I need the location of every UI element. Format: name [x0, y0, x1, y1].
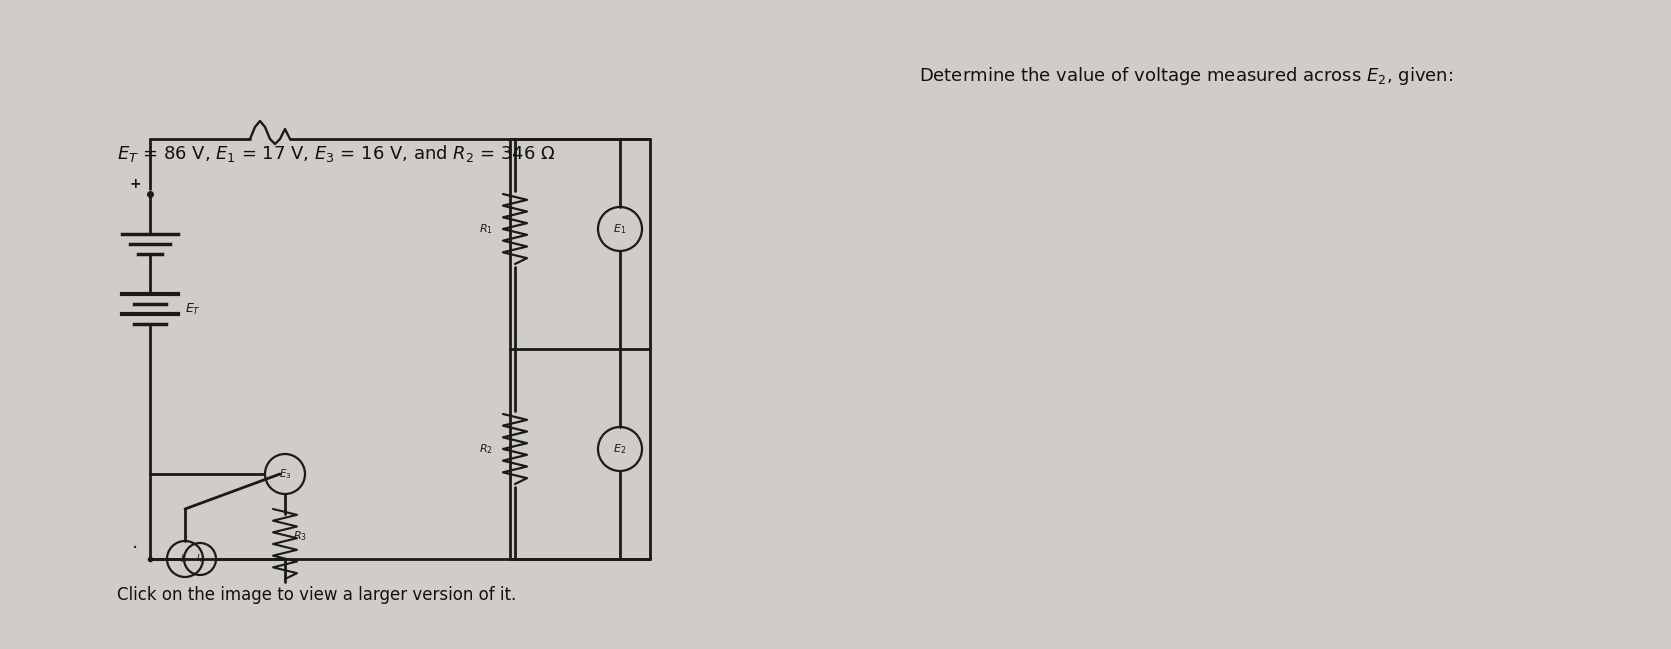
Text: $E_1$: $E_1$ — [613, 222, 627, 236]
Text: Click on the image to view a larger version of it.: Click on the image to view a larger vers… — [117, 585, 516, 604]
Text: +: + — [129, 177, 140, 191]
Text: $E_2$: $E_2$ — [613, 442, 627, 456]
Text: $R_2$: $R_2$ — [480, 442, 493, 456]
Text: $I_T$: $I_T$ — [180, 552, 190, 566]
Text: $I_T$: $I_T$ — [196, 553, 204, 565]
Text: $E_T$ = 86 V, $E_1$ = 17 V, $E_3$ = 16 V, and $R_2$ = 346 Ω: $E_T$ = 86 V, $E_1$ = 17 V, $E_3$ = 16 V… — [117, 143, 555, 164]
Text: $R_1$: $R_1$ — [480, 222, 493, 236]
Text: $E_3$: $E_3$ — [279, 467, 291, 481]
Text: Determine the value of voltage measured across $E_2$, given:: Determine the value of voltage measured … — [919, 65, 1454, 87]
Text: $R_3$: $R_3$ — [292, 529, 307, 543]
Text: ·: · — [132, 539, 139, 559]
Text: $E_T$: $E_T$ — [185, 301, 201, 317]
